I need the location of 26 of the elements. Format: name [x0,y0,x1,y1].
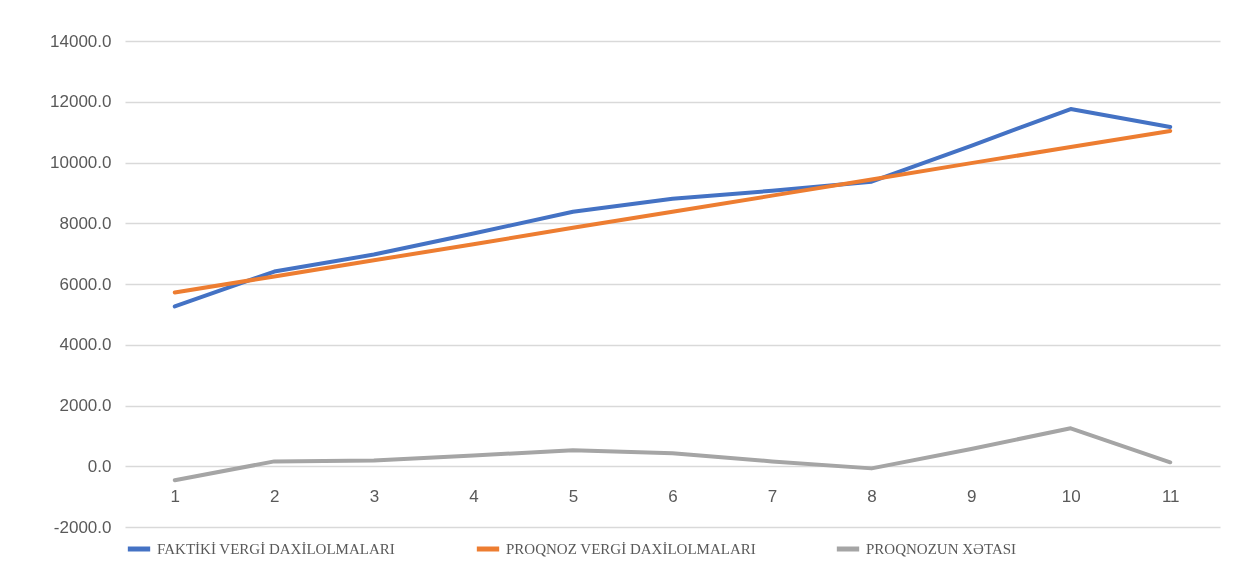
x-tick-label: 11 [1161,486,1180,506]
legend-label: PROQNOZ VERGİ DAXİLOLMALARI [506,541,756,557]
y-tick-label: 0.0 [87,456,112,476]
y-tick-label: 12000.0 [50,92,112,112]
legend-label: PROQNOZUN XƏTASI [866,541,1017,557]
x-tick-label: 3 [369,486,380,506]
x-tick-label: 5 [568,486,579,506]
line-series [172,107,1173,309]
y-tick-label: 2000.0 [59,396,112,415]
x-tick-label: 8 [867,486,877,506]
y-tick-label: 6000.0 [59,274,112,294]
x-tick-label: 9 [966,486,977,506]
y-tick-label: 10000.0 [50,153,112,172]
line-series [172,426,1173,483]
y-tick-label: 4000.0 [59,335,112,355]
legend-label: FAKTİKİ VERGİ DAXİLOLMALARI [157,541,395,557]
y-tick-label: -2000.0 [53,517,112,537]
x-tick-label: 7 [767,486,778,506]
x-tick-label: 4 [469,486,479,506]
y-tick-label: 8000.0 [59,213,112,233]
x-tick-label: 2 [270,486,280,506]
x-tick-label: 1 [170,486,181,506]
line-series [172,128,1173,295]
x-tick-label: 6 [668,486,678,506]
x-tick-label: 10 [1061,486,1081,506]
y-tick-label: 14000.0 [50,31,112,51]
